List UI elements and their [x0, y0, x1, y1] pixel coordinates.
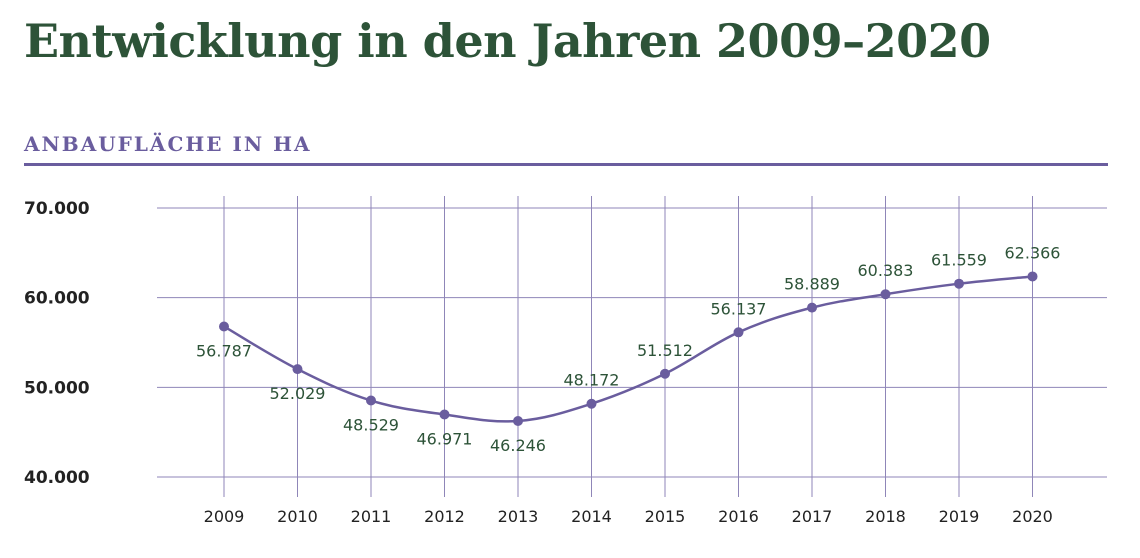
x-tick-label: 2016: [718, 507, 759, 526]
data-label: 62.366: [1005, 243, 1061, 262]
data-label: 46.246: [490, 436, 546, 455]
data-label: 56.787: [196, 341, 252, 360]
x-tick-label: 2014: [571, 507, 612, 526]
grid: [157, 196, 1107, 497]
data-point: [513, 415, 523, 426]
data-label: 58.889: [784, 275, 840, 294]
chart-title: Entwicklung in den Jahren 2009–2020: [24, 14, 991, 68]
data-point: [807, 302, 817, 313]
series-line: [223, 275, 1033, 423]
y-tick-label: 50.000: [24, 378, 90, 398]
data-points: [219, 271, 1038, 426]
data-point: [439, 409, 450, 420]
x-tick-label: 2009: [204, 507, 245, 526]
data-label: 51.512: [637, 341, 693, 360]
data-label: 56.137: [711, 299, 767, 318]
y-tick-label: 40.000: [24, 468, 90, 488]
chart-subtitle: ANBAUFLÄCHE IN HA: [24, 132, 312, 156]
x-tick-label: 2018: [865, 507, 906, 526]
data-point: [660, 368, 670, 379]
data-label: 46.971: [417, 429, 473, 448]
y-tick-label: 70.000: [24, 199, 90, 219]
x-tick-label: 2015: [645, 507, 686, 526]
x-tick-label: 2012: [424, 507, 465, 526]
data-label: 48.172: [564, 371, 620, 390]
data-point: [733, 327, 744, 338]
x-tick-label: 2013: [498, 507, 539, 526]
subtitle-rule: [24, 163, 1108, 166]
data-point: [586, 398, 597, 409]
x-tick-label: 2017: [792, 507, 833, 526]
x-tick-label: 2010: [277, 507, 318, 526]
x-tick-label: 2011: [351, 507, 392, 526]
data-point: [954, 278, 964, 289]
data-label: 61.559: [931, 251, 987, 270]
data-label: 48.529: [343, 416, 399, 435]
axes: 40.000 50.000 60.000 70.000 2009 2010 2011 2012…: [24, 199, 1053, 526]
series-line-layer: [223, 275, 1033, 423]
data-point: [219, 321, 229, 332]
data-labels: 56.787 52.029 48.529 46.971 46.246 48.172 51.5…: [196, 243, 1060, 455]
x-tick-label: 2019: [939, 507, 980, 526]
data-label: 60.383: [858, 261, 914, 280]
data-point: [1027, 271, 1038, 282]
data-point: [292, 364, 303, 375]
data-label: 52.029: [270, 384, 326, 403]
data-point: [880, 289, 891, 300]
data-point: [366, 395, 376, 406]
y-tick-label: 60.000: [24, 289, 90, 309]
x-tick-label: 2020: [1012, 507, 1053, 526]
